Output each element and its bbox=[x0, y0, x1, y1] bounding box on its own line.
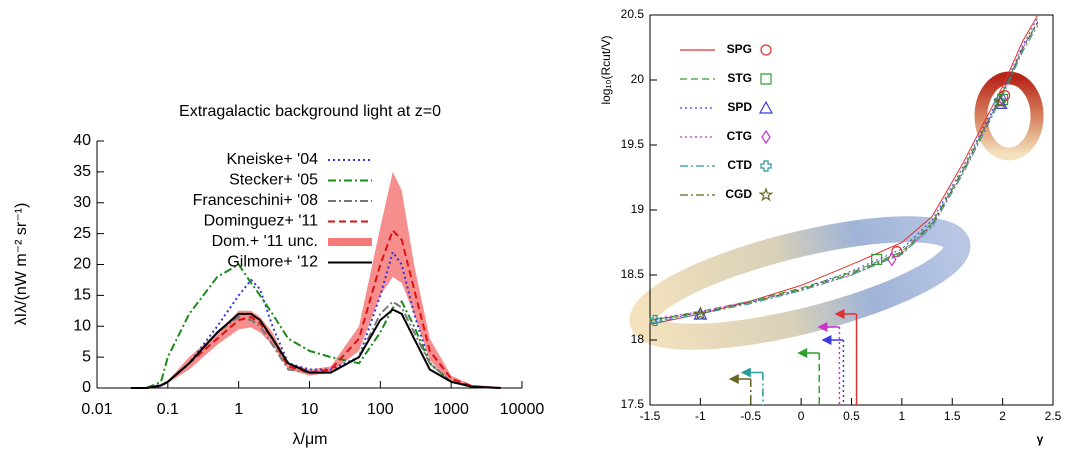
x-tick-label: -1.5 bbox=[640, 409, 661, 423]
y-tick-label: 10 bbox=[73, 317, 91, 334]
y-tick-label: 30 bbox=[73, 194, 91, 211]
legend-label: SPG bbox=[727, 42, 752, 56]
legend-swatch bbox=[328, 238, 372, 246]
y-tick-label: 0 bbox=[82, 379, 91, 396]
x-tick-label: 2.5 bbox=[1045, 409, 1062, 423]
contour-large bbox=[629, 216, 971, 350]
series-line bbox=[649, 21, 1039, 321]
y-tick-label: 5 bbox=[82, 348, 91, 365]
y-axis-label: log₁₀(Rcut/V) bbox=[599, 35, 613, 104]
data-point bbox=[997, 93, 1009, 106]
legend-label: Franceschini+ '08 bbox=[193, 192, 318, 209]
legend-label: Gilmore+ '12 bbox=[227, 254, 318, 271]
y-tick-label: 20.5 bbox=[621, 7, 645, 21]
y-tick-label: 20 bbox=[631, 72, 645, 86]
legend-label: Dominguez+ '11 bbox=[204, 213, 318, 230]
series-line bbox=[130, 263, 501, 389]
x-tick-label: -1 bbox=[695, 409, 706, 423]
x-tick-label: 0.5 bbox=[843, 409, 860, 423]
legend-marker bbox=[761, 129, 771, 145]
x-axis-label: λ/μm bbox=[293, 431, 328, 448]
x-tick-label: 10 bbox=[301, 401, 319, 418]
series-line bbox=[649, 17, 1039, 323]
y-tick-label: 19 bbox=[631, 202, 645, 216]
y-tick-label: 18 bbox=[631, 332, 645, 346]
legend-marker bbox=[760, 44, 772, 56]
contour-small bbox=[974, 71, 1044, 161]
data-point bbox=[887, 252, 897, 267]
x-tick-label: 1.5 bbox=[944, 409, 961, 423]
legend-label: CGD bbox=[725, 187, 752, 201]
legend-marker bbox=[758, 187, 774, 202]
ebl-chart: Extragalactic background light at z=0 λ/μ… bbox=[13, 103, 544, 448]
x-tick-label: 1 bbox=[899, 409, 906, 423]
x-tick-label: 1000 bbox=[433, 401, 469, 418]
legend-label: STG bbox=[727, 71, 752, 85]
y-axis-label: λIλ/(nW m⁻² sr⁻¹) bbox=[13, 203, 30, 326]
chart-title: Extragalactic background light at z=0 bbox=[179, 103, 441, 120]
legend-label: Kneiske+ '04 bbox=[226, 151, 318, 168]
limit-arrow-head bbox=[728, 374, 739, 384]
legend-label: Dom.+ '11 unc. bbox=[212, 233, 318, 250]
series-line bbox=[649, 25, 1039, 324]
series-line bbox=[130, 308, 501, 389]
legend-marker bbox=[760, 73, 772, 85]
x-tick-label: 100 bbox=[367, 401, 394, 418]
legend-marker bbox=[760, 160, 772, 172]
x-axis-label: γ bbox=[1037, 432, 1044, 446]
y-tick-label: 19.5 bbox=[621, 137, 645, 151]
data-point bbox=[649, 314, 661, 327]
y-tick-label: 20 bbox=[73, 256, 91, 273]
gamma-rcut-chart: γ log₁₀(Rcut/V) -1.5 -1 -0.5 0 0.5 1 1.5 2 2.5 17.5… bbox=[599, 7, 1061, 446]
y-tick-label: 25 bbox=[73, 225, 91, 242]
y-tick-label: 40 bbox=[73, 132, 91, 149]
x-tick-label: 0.01 bbox=[81, 401, 112, 418]
x-tick-label: 10000 bbox=[500, 401, 545, 418]
limit-arrow-head bbox=[797, 348, 808, 358]
x-tick-label: 0.1 bbox=[157, 401, 179, 418]
series-line bbox=[649, 22, 1039, 321]
y-tick-label: 35 bbox=[73, 163, 91, 180]
limit-arrow-head bbox=[740, 367, 751, 378]
legend-label: CTD bbox=[727, 158, 752, 172]
x-tick-label: -0.5 bbox=[740, 409, 761, 423]
x-tick-label: 1 bbox=[234, 401, 243, 418]
data-point bbox=[871, 253, 883, 265]
y-tick-label: 15 bbox=[73, 287, 91, 304]
legend-label: Stecker+ '05 bbox=[229, 172, 318, 189]
data-point bbox=[692, 306, 708, 321]
legend-marker bbox=[758, 100, 774, 114]
y-tick-label: 18.5 bbox=[621, 267, 645, 281]
legend-label: CTG bbox=[727, 129, 752, 143]
limit-arrow-head bbox=[821, 335, 832, 345]
legend-label: SPD bbox=[727, 100, 752, 114]
limit-arrow-head bbox=[817, 322, 828, 332]
x-tick-label: 2 bbox=[999, 409, 1006, 423]
data-point bbox=[993, 94, 1009, 109]
x-tick-label: 0 bbox=[798, 409, 805, 423]
y-tick-label: 17.5 bbox=[621, 397, 645, 411]
limit-arrow-head bbox=[834, 309, 845, 319]
